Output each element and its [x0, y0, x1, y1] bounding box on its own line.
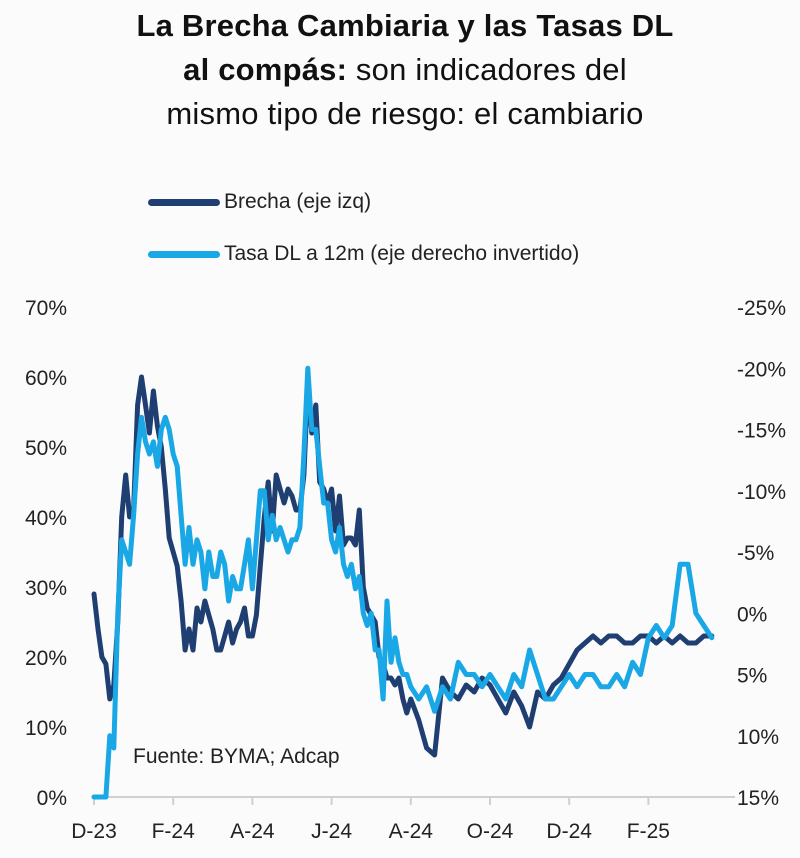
- series-line-tasa-dl: [91, 365, 715, 800]
- left-tick-label: 30%: [25, 577, 67, 600]
- right-tick-label: 0%: [737, 603, 767, 626]
- legend-swatch-tasa: [148, 250, 220, 258]
- title-line-2-rest: son indicadores del: [347, 52, 627, 87]
- right-tick-label: -20%: [737, 358, 786, 381]
- x-tick-label: A-24: [230, 820, 275, 843]
- left-tick-label: 0%: [37, 787, 67, 810]
- left-tick-label: 60%: [25, 367, 67, 390]
- right-tick-label: -25%: [737, 297, 786, 320]
- right-tick-label: -5%: [737, 542, 774, 565]
- x-tick-label: D-24: [546, 820, 592, 843]
- left-tick-label: 40%: [25, 507, 67, 530]
- right-tick-label: -10%: [737, 481, 786, 504]
- right-axis: -25% -20% -15% -10% -5% 0% 5% 10% 15%: [737, 297, 786, 810]
- legend-item-tasa: Tasa DL a 12m (eje derecho invertido): [148, 228, 579, 280]
- left-tick-label: 70%: [25, 297, 67, 320]
- right-tick-label: 10%: [737, 726, 779, 749]
- title-line-2-bold: al compás:: [183, 52, 348, 87]
- left-tick-label: 10%: [25, 717, 67, 740]
- chart-title: La Brecha Cambiaria y las Tasas DL al co…: [0, 4, 800, 136]
- x-tick-label: O-24: [467, 820, 514, 843]
- left-axis: 0% 10% 20% 30% 40% 50% 60% 70%: [25, 297, 67, 810]
- right-tick-label: 5%: [737, 665, 767, 688]
- legend-label-tasa: Tasa DL a 12m (eje derecho invertido): [224, 242, 580, 265]
- legend: Brecha (eje izq) Tasa DL a 12m (eje dere…: [148, 176, 579, 280]
- x-tick-label: A-24: [389, 820, 434, 843]
- x-tick-label: J-24: [311, 820, 352, 843]
- right-tick-label: 15%: [737, 787, 779, 810]
- left-tick-label: 20%: [25, 647, 67, 670]
- title-line-3: mismo tipo de riesgo: el cambiario: [166, 96, 644, 131]
- x-tick-label: F-24: [152, 820, 196, 843]
- legend-item-brecha: Brecha (eje izq): [148, 176, 579, 228]
- title-line-1: La Brecha Cambiaria y las Tasas DL: [136, 8, 674, 43]
- right-tick-label: -15%: [737, 420, 786, 443]
- source-note: Fuente: BYMA; Adcap: [133, 745, 340, 768]
- x-tick-label: D-23: [71, 820, 117, 843]
- legend-swatch-brecha: [148, 198, 220, 206]
- series-layer: [91, 365, 715, 800]
- x-tick-label: F-25: [627, 820, 670, 843]
- x-axis: D-23 F-24 A-24 J-24 A-24 O-24 D-24 F-25: [71, 796, 735, 843]
- left-tick-label: 50%: [25, 437, 67, 460]
- legend-label-brecha: Brecha (eje izq): [224, 190, 372, 213]
